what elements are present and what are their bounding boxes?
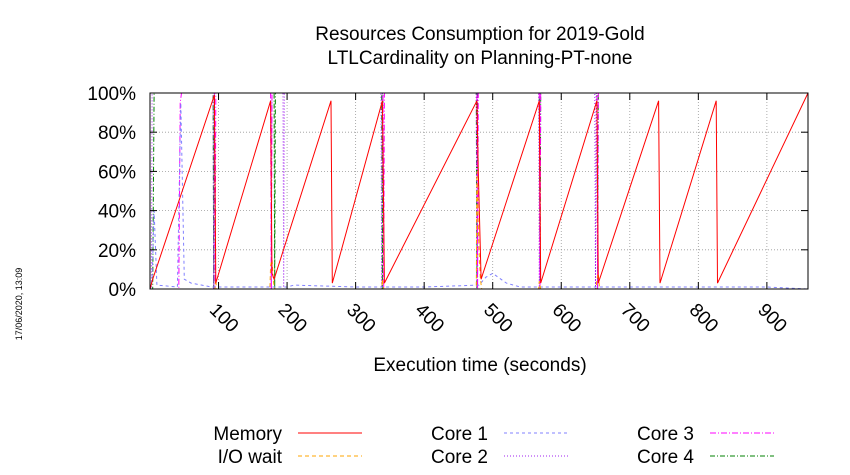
x-tick-label-3: 400	[411, 300, 448, 337]
y-tick-label-4: 80%	[98, 123, 136, 144]
y-tick-label-5: 100%	[87, 84, 136, 105]
y-tick-label-1: 20%	[98, 241, 136, 262]
legend-label-i-o-wait: I/O wait	[218, 447, 283, 468]
legend-label-core-1: Core 1	[431, 424, 488, 445]
chart-title-line-2: LTLCardinality on Planning-PT-none	[328, 48, 633, 69]
x-axis-label: Execution time (seconds)	[373, 355, 586, 376]
x-tick-label-6: 700	[616, 300, 653, 337]
legend-label-core-4: Core 4	[637, 447, 694, 468]
plot-area-frame	[149, 92, 809, 290]
timestamp: 17/06/2020, 13:09	[14, 268, 24, 341]
series-group	[149, 92, 809, 290]
y-tick-label-3: 60%	[98, 162, 136, 183]
x-ticks: 100 200 300 400 500 600 700 800 900	[205, 93, 791, 337]
chart-title-line-1: Resources Consumption for 2019-Gold	[315, 24, 645, 45]
x-tick-label-4: 500	[479, 300, 516, 337]
x-tick-label-0: 100	[205, 300, 242, 337]
y-tick-label-0: 0%	[109, 280, 137, 301]
y-ticks: 0% 20% 40% 60% 80% 100%	[87, 84, 808, 301]
x-tick-label-8: 900	[753, 300, 790, 337]
x-tick-label-5: 600	[548, 300, 585, 337]
x-tick-label-7: 800	[685, 300, 722, 337]
y-tick-label-2: 40%	[98, 202, 136, 223]
series-line-core-1	[149, 102, 809, 290]
x-tick-label-1: 200	[274, 300, 311, 337]
legend-label-core-3: Core 3	[637, 424, 694, 445]
legend-label-memory: Memory	[213, 424, 282, 445]
x-tick-label-2: 300	[342, 300, 379, 337]
series-line-core-4	[150, 92, 808, 290]
series-line-memory	[149, 92, 809, 290]
legend-label-core-2: Core 2	[431, 447, 488, 468]
